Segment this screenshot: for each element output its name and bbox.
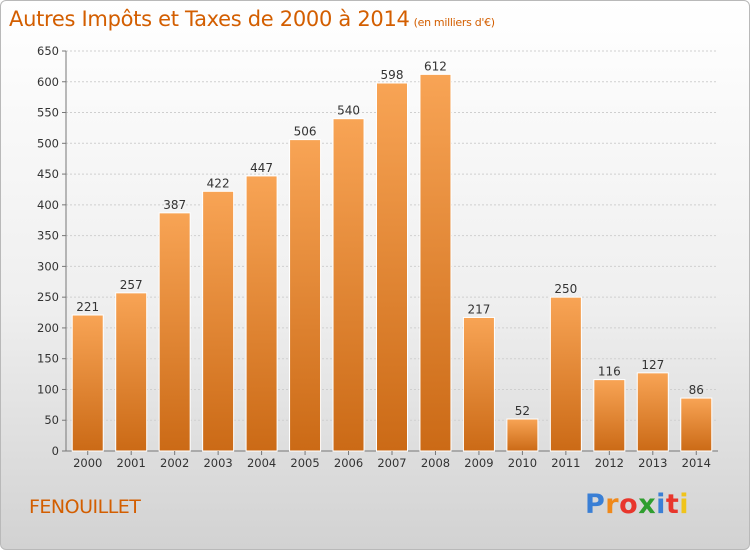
bar-2009 xyxy=(462,316,495,452)
bar-2006 xyxy=(332,118,365,452)
town-name: FENOUILLET xyxy=(29,496,141,518)
bar-2014 xyxy=(680,397,713,452)
x-tick-label: 2003 xyxy=(203,456,232,470)
bar-2008 xyxy=(419,73,452,452)
value-label: 127 xyxy=(641,358,664,372)
logo-letter: x xyxy=(638,489,657,520)
bar-2004 xyxy=(245,175,278,452)
x-tick-label: 2013 xyxy=(638,456,667,470)
logo-letter: t xyxy=(665,489,680,520)
value-label: 217 xyxy=(467,302,490,316)
y-tick-label: 200 xyxy=(37,321,59,335)
value-label: 221 xyxy=(76,300,99,314)
value-label: 116 xyxy=(598,365,621,379)
x-tick-label: 2007 xyxy=(377,456,406,470)
value-label: 612 xyxy=(424,59,447,73)
x-tick-label: 2005 xyxy=(290,456,319,470)
logo-letter: o xyxy=(619,489,639,520)
chart-title: Autres Impôts et Taxes de 2000 à 2014 (en… xyxy=(9,7,495,31)
y-tick-label: 300 xyxy=(37,259,59,273)
x-tick-label: 2014 xyxy=(682,456,711,470)
bar-2007 xyxy=(376,82,408,452)
value-label: 447 xyxy=(250,161,273,175)
value-label: 387 xyxy=(163,198,186,212)
y-tick-label: 0 xyxy=(52,444,59,458)
x-tick-label: 2000 xyxy=(73,456,102,470)
y-tick-label: 500 xyxy=(37,136,59,150)
bar-2012 xyxy=(593,379,626,452)
x-tick-label: 2006 xyxy=(334,456,363,470)
bar-2001 xyxy=(115,292,148,452)
x-tick-label: 2011 xyxy=(551,456,580,470)
y-tick-label: 600 xyxy=(37,75,59,89)
logo-letter: i xyxy=(656,489,666,520)
y-tick-label: 450 xyxy=(37,167,59,181)
bar-2003 xyxy=(202,190,235,452)
value-label: 598 xyxy=(381,68,404,82)
y-tick-label: 550 xyxy=(37,106,59,120)
value-label: 86 xyxy=(689,383,704,397)
value-label: 422 xyxy=(207,176,230,190)
x-tick-label: 2008 xyxy=(421,456,450,470)
x-tick-label: 2002 xyxy=(160,456,189,470)
x-tick-label: 2001 xyxy=(117,456,146,470)
x-tick-label: 2004 xyxy=(247,456,276,470)
bar-2000 xyxy=(71,314,104,452)
bar-2011 xyxy=(549,296,582,452)
bar-2005 xyxy=(289,139,322,452)
bar-2002 xyxy=(158,212,191,452)
proxiti-logo: Proxiti xyxy=(585,489,689,520)
y-tick-label: 650 xyxy=(37,44,59,58)
y-tick-label: 100 xyxy=(37,382,59,396)
logo-letter: i xyxy=(679,489,690,520)
bar-2010 xyxy=(506,418,539,452)
value-label: 250 xyxy=(554,282,577,296)
y-tick-label: 50 xyxy=(44,413,59,427)
x-tick-label: 2012 xyxy=(595,456,624,470)
logo-letter: r xyxy=(605,489,620,520)
value-label: 257 xyxy=(120,278,143,292)
x-tick-label: 2009 xyxy=(464,456,493,470)
logo-letter: P xyxy=(585,489,606,520)
value-label: 506 xyxy=(294,125,317,139)
value-label: 52 xyxy=(515,404,530,418)
y-tick-label: 250 xyxy=(37,290,59,304)
x-tick-label: 2010 xyxy=(508,456,537,470)
chart-title-text: Autres Impôts et Taxes de 2000 à 2014 xyxy=(9,7,410,31)
y-tick-label: 150 xyxy=(37,352,59,366)
y-tick-label: 400 xyxy=(37,198,59,212)
chart-subtitle: (en milliers d'€) xyxy=(413,16,495,29)
y-tick-label: 350 xyxy=(37,229,59,243)
bar-2013 xyxy=(636,372,669,452)
value-label: 540 xyxy=(337,104,360,118)
